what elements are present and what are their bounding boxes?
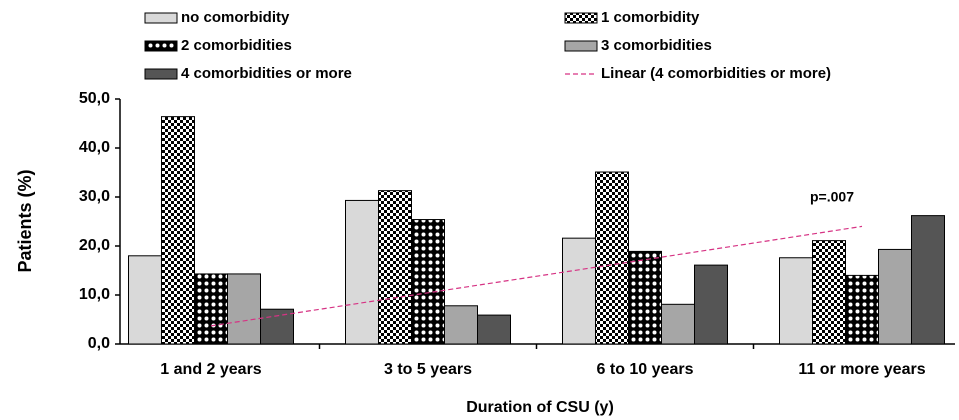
x-tick-label: 6 to 10 years	[597, 361, 694, 378]
bar	[661, 303, 695, 345]
bar	[694, 264, 728, 345]
bar	[878, 248, 912, 345]
legend-label: no comorbidity	[181, 9, 290, 26]
bar	[161, 116, 195, 345]
bar	[595, 171, 629, 345]
legend-swatch	[564, 40, 598, 52]
y-tick-label: 30,0	[79, 188, 110, 205]
bar	[345, 199, 379, 345]
bar	[812, 240, 846, 345]
bar	[444, 305, 478, 345]
trendline	[210, 225, 863, 327]
bar	[128, 255, 162, 345]
x-axis-title: Duration of CSU (y)	[466, 399, 614, 416]
x-tick-label: 1 and 2 years	[160, 361, 262, 378]
legend-label: 4 comorbidities or more	[181, 65, 352, 82]
legend-swatch	[144, 68, 178, 80]
y-tick-label: 20,0	[79, 237, 110, 254]
y-tick-label: 50,0	[79, 90, 110, 107]
x-tick-label: 3 to 5 years	[384, 361, 472, 378]
bar	[260, 308, 294, 345]
annotation: p=.007	[810, 189, 854, 205]
bar	[845, 274, 879, 345]
bar	[378, 190, 412, 345]
y-tick-label: 40,0	[79, 139, 110, 156]
bar	[194, 273, 228, 345]
legend-label: Linear (4 comorbidities or more)	[601, 65, 831, 82]
bar	[227, 273, 261, 345]
legend-swatch	[564, 12, 598, 24]
bar	[628, 250, 662, 345]
legend-label: 3 comorbidities	[601, 37, 712, 54]
legend-swatch	[144, 40, 178, 52]
bar	[477, 314, 511, 345]
y-axis-title: Patients (%)	[15, 169, 35, 272]
legend-label: 1 comorbidity	[601, 9, 700, 26]
x-tick-label: 11 or more years	[798, 361, 925, 378]
legend-label: 2 comorbidities	[181, 37, 292, 54]
bar	[411, 219, 445, 345]
y-tick-label: 10,0	[79, 286, 110, 303]
bar	[911, 215, 945, 345]
bar	[562, 237, 596, 345]
bar	[779, 257, 813, 345]
y-tick-label: 0,0	[88, 335, 110, 352]
legend-swatch	[144, 12, 178, 24]
